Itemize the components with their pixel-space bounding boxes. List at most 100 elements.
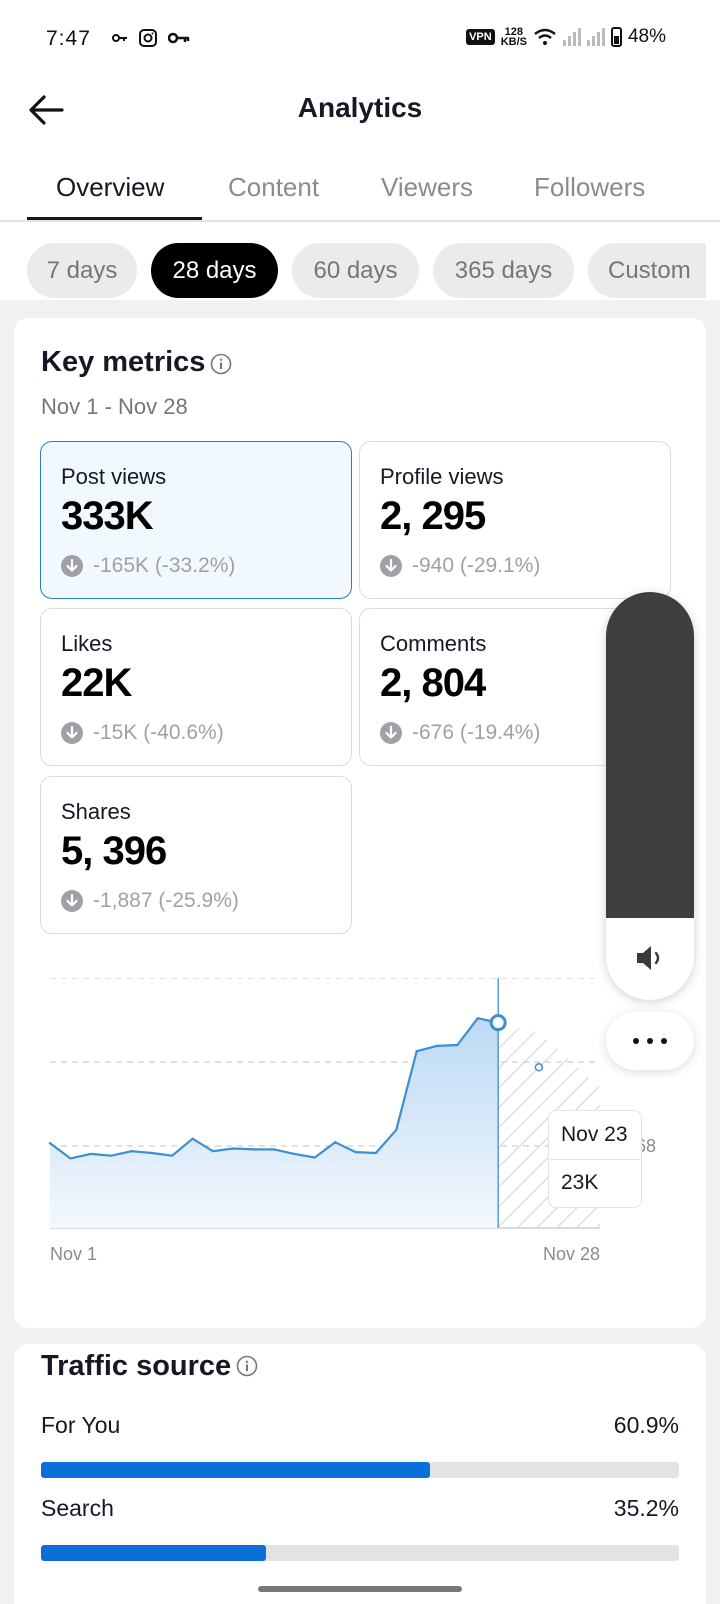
data-point [191, 1137, 194, 1140]
series-area [50, 1018, 499, 1228]
battery-percent: 48% [627, 26, 666, 47]
metric-value: 22K [61, 661, 132, 705]
tab-viewers[interactable]: Viewers [381, 172, 474, 202]
tab-content[interactable]: Content [228, 172, 320, 202]
data-point [171, 1154, 174, 1157]
status-time: 7:47 [46, 27, 91, 50]
signal-icon-1 [562, 28, 581, 46]
status-bar: 7:47 VPN 128 KB/S 48% [0, 0, 720, 80]
key-metrics-date-range: Nov 1 - Nov 28 [41, 394, 188, 419]
arrow-down-circle-icon [61, 722, 83, 744]
metric-label: Comments [380, 631, 487, 656]
page-title: Analytics [297, 92, 423, 123]
signal-icon-2 [586, 28, 605, 46]
traffic-source-title: Traffic source [41, 1350, 232, 1382]
data-point [89, 1152, 92, 1156]
wifi-icon [534, 28, 556, 45]
x-tick-label: Nov 28 [543, 1244, 600, 1264]
data-point [232, 1147, 235, 1150]
metric-card-likes[interactable]: Likes 22K -15K (-40.6%) [40, 608, 352, 766]
network-speed: 128 KB/S [500, 26, 527, 48]
data-point [395, 1128, 398, 1131]
traffic-source-card: Traffic source For You 60.9% Search 35.2… [14, 1344, 706, 1604]
data-point [374, 1151, 378, 1155]
data-point [435, 1044, 439, 1048]
tooltip-divider [549, 1159, 641, 1160]
traffic-bar-track [41, 1462, 679, 1478]
traffic-percent: 35.2% [613, 1495, 679, 1521]
status-right-icons: VPN 128 KB/S 48% [466, 26, 666, 48]
metric-change: -676 (-19.4%) [412, 721, 541, 744]
metric-value: 5, 396 [61, 829, 167, 873]
key-icon [168, 32, 190, 44]
traffic-bar-fill [41, 1462, 430, 1478]
data-point [293, 1152, 296, 1156]
range-7-days[interactable]: 7 days [27, 243, 137, 298]
data-point [130, 1150, 133, 1153]
more-options-button[interactable] [606, 1012, 694, 1070]
range-365-days[interactable]: 365 days [433, 243, 574, 298]
tab-overview[interactable]: Overview [56, 172, 165, 202]
metric-change: -15K (-40.6%) [93, 721, 224, 744]
speaker-volume-icon[interactable] [634, 942, 666, 974]
vpn-badge: VPN [466, 29, 495, 45]
metric-value: 2, 804 [380, 661, 486, 705]
data-point [313, 1156, 317, 1159]
active-tab-indicator [27, 217, 202, 220]
arrow-down-circle-icon [61, 890, 83, 912]
dot [633, 1038, 639, 1044]
data-point [252, 1148, 255, 1151]
metric-card-shares[interactable]: Shares 5, 396 -1,887 (-25.9%) [40, 776, 352, 934]
data-point [48, 1141, 52, 1145]
data-point [272, 1148, 276, 1151]
metric-value: 2, 295 [380, 494, 486, 538]
metric-change: -165K (-33.2%) [93, 554, 236, 577]
arrow-down-circle-icon [61, 555, 83, 577]
metric-card-profile-views[interactable]: Profile views 2, 295 -940 (-29.1%) [359, 441, 671, 599]
highlight-point [489, 1014, 507, 1032]
data-point [109, 1154, 113, 1157]
metric-label: Shares [61, 799, 131, 824]
range-60-days[interactable]: 60 days [292, 243, 419, 298]
header: Analytics [0, 80, 720, 140]
dot [661, 1038, 667, 1044]
data-point [150, 1151, 154, 1155]
metric-card-post-views[interactable]: Post views 333K -165K (-33.2%) [40, 441, 352, 599]
chart-tooltip: Nov 23 23K [548, 1110, 642, 1208]
data-point [333, 1141, 337, 1144]
data-point [415, 1050, 418, 1053]
status-notification-icons [112, 28, 190, 48]
tooltip-date: Nov 23 [561, 1123, 628, 1146]
traffic-label: For You [41, 1412, 121, 1438]
volume-slider[interactable] [606, 592, 694, 1000]
data-point [69, 1157, 72, 1160]
metric-label: Profile views [380, 464, 504, 489]
metric-change: -1,887 (-25.9%) [93, 889, 239, 912]
data-point [354, 1150, 357, 1154]
info-icon[interactable] [210, 353, 232, 375]
traffic-bar-track [41, 1545, 679, 1561]
metric-value: 333K [61, 494, 154, 538]
volume-level-fill [606, 592, 694, 919]
tab-followers[interactable]: Followers [534, 172, 646, 202]
home-indicator[interactable] [258, 1586, 462, 1592]
traffic-percent: 60.9% [613, 1412, 679, 1438]
key-metrics-title: Key metrics [41, 346, 206, 378]
range-custom[interactable]: Custom [588, 243, 706, 298]
tab-bar: Overview Content Viewers Followers [0, 160, 720, 222]
instagram-icon [139, 29, 157, 47]
battery-icon [610, 27, 622, 47]
arrow-down-circle-icon [380, 722, 402, 744]
metric-label: Post views [61, 464, 167, 489]
data-point [456, 1043, 459, 1047]
range-28-days[interactable]: 28 days [151, 243, 278, 298]
data-point [476, 1016, 479, 1020]
info-icon[interactable] [236, 1355, 258, 1377]
chart-series [48, 978, 600, 1228]
key-metrics-card: Key metrics Nov 1 - Nov 28 Post views 33… [14, 318, 706, 1328]
x-tick-label: Nov 1 [50, 1244, 97, 1264]
data-point [211, 1150, 215, 1153]
tooltip-value: 23K [561, 1171, 599, 1194]
traffic-bar-fill [41, 1545, 266, 1561]
back-arrow-icon[interactable] [26, 90, 66, 130]
